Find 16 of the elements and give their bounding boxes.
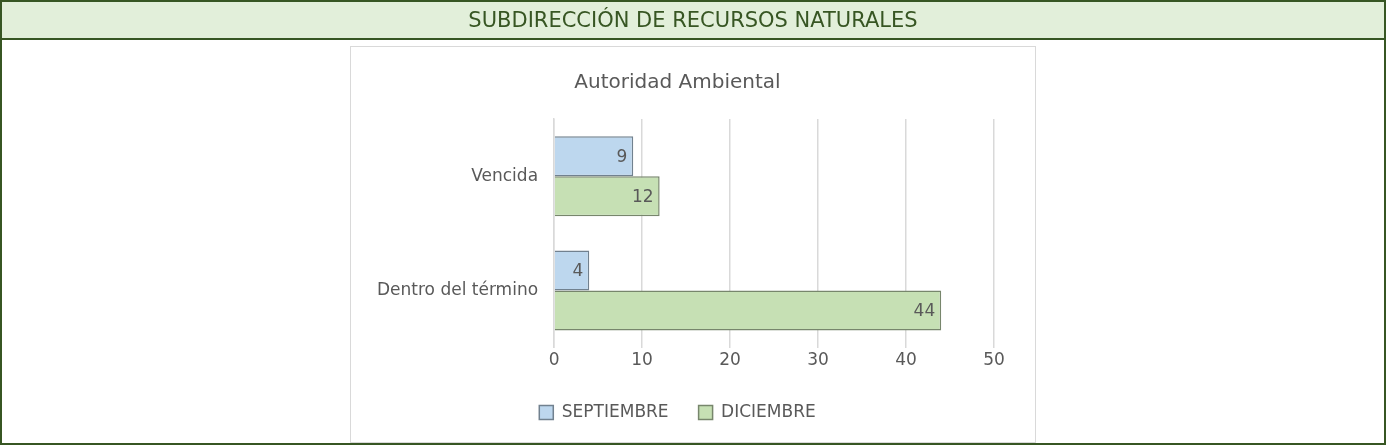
chart-subtitle: Autoridad Ambiental: [574, 69, 781, 94]
legend-label: SEPTIEMBRE: [561, 400, 669, 421]
x-tick-label: 50: [983, 349, 1005, 370]
y-tick-label: Dentro del término: [377, 278, 539, 299]
data-label: 9: [616, 145, 628, 166]
chart-title: SUBDIRECCIÓN DE RECURSOS NATURALES: [2, 2, 1384, 40]
x-tick-label: 0: [548, 349, 560, 370]
y-tick-label: Vencida: [471, 164, 539, 185]
legend-label: DICIEMBRE: [721, 400, 816, 421]
x-tick-label: 20: [719, 349, 741, 370]
data-label: 44: [913, 299, 936, 320]
x-tick-label: 40: [895, 349, 917, 370]
x-tick-label: 30: [807, 349, 829, 370]
data-label: 12: [632, 185, 654, 206]
x-tick-label: 10: [631, 349, 653, 370]
data-label: 4: [572, 259, 584, 280]
